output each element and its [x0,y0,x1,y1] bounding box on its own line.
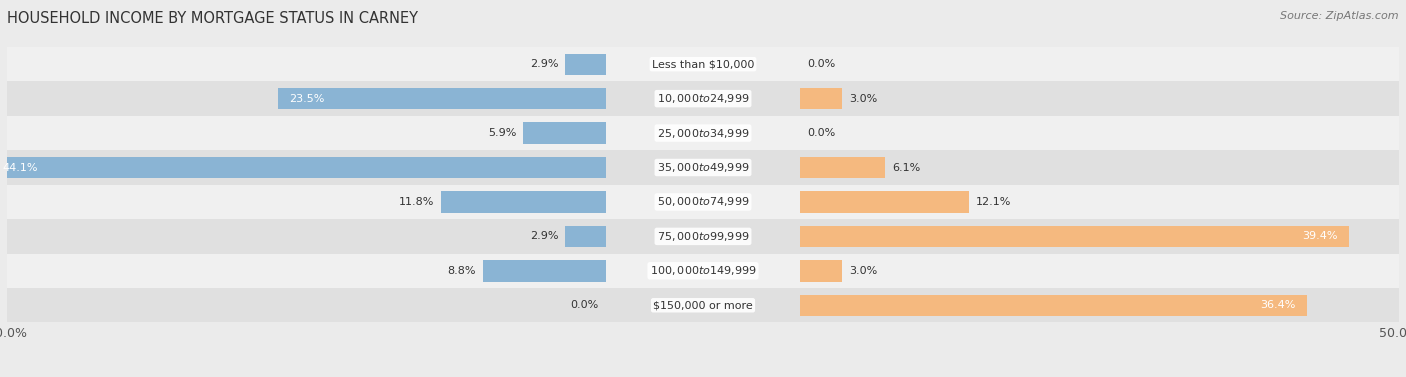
Bar [800,191,969,213]
Bar [7,150,1399,185]
Text: 2.9%: 2.9% [530,59,558,69]
Bar [0,157,606,178]
Text: $10,000 to $24,999: $10,000 to $24,999 [657,92,749,105]
Bar [441,191,606,213]
Text: 36.4%: 36.4% [1261,300,1296,310]
Text: 3.0%: 3.0% [849,93,877,104]
Text: Less than $10,000: Less than $10,000 [652,59,754,69]
Text: 0.0%: 0.0% [571,300,599,310]
Text: 6.1%: 6.1% [893,162,921,173]
Text: 11.8%: 11.8% [399,197,434,207]
Text: 12.1%: 12.1% [976,197,1011,207]
Bar [565,226,606,247]
Legend: Without Mortgage, With Mortgage: Without Mortgage, With Mortgage [561,373,845,377]
Bar [7,116,1399,150]
Bar [7,185,1399,219]
Text: Source: ZipAtlas.com: Source: ZipAtlas.com [1281,11,1399,21]
Bar [278,88,606,109]
Bar [7,288,1399,322]
Text: $50,000 to $74,999: $50,000 to $74,999 [657,195,749,208]
Text: 0.0%: 0.0% [807,59,835,69]
Text: 23.5%: 23.5% [290,93,325,104]
Bar [7,81,1399,116]
Text: 39.4%: 39.4% [1302,231,1337,241]
Text: $75,000 to $99,999: $75,000 to $99,999 [657,230,749,243]
Text: 2.9%: 2.9% [530,231,558,241]
Text: 0.0%: 0.0% [807,128,835,138]
Text: HOUSEHOLD INCOME BY MORTGAGE STATUS IN CARNEY: HOUSEHOLD INCOME BY MORTGAGE STATUS IN C… [7,11,418,26]
Text: $100,000 to $149,999: $100,000 to $149,999 [650,264,756,277]
Bar [565,54,606,75]
Bar [523,123,606,144]
Text: 8.8%: 8.8% [447,266,477,276]
Bar [7,219,1399,254]
Bar [800,260,842,282]
Text: 5.9%: 5.9% [488,128,516,138]
Text: $150,000 or more: $150,000 or more [654,300,752,310]
Text: $35,000 to $49,999: $35,000 to $49,999 [657,161,749,174]
Text: 3.0%: 3.0% [849,266,877,276]
Bar [7,47,1399,81]
Bar [800,226,1348,247]
Bar [484,260,606,282]
Bar [800,294,1308,316]
Text: 44.1%: 44.1% [3,162,38,173]
Bar [800,157,886,178]
Bar [800,88,842,109]
Bar [7,254,1399,288]
Text: $25,000 to $34,999: $25,000 to $34,999 [657,127,749,139]
